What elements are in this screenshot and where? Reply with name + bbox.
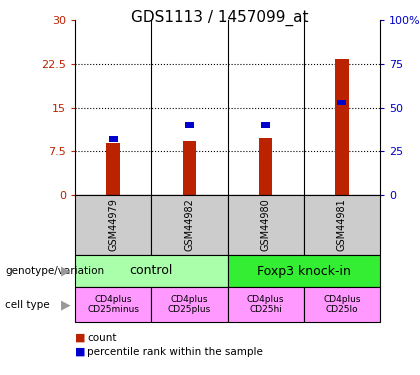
- Text: CD4plus
CD25plus: CD4plus CD25plus: [168, 295, 211, 314]
- Bar: [183, 141, 196, 195]
- Text: cell type: cell type: [5, 300, 50, 309]
- Text: GSM44980: GSM44980: [261, 199, 270, 251]
- Bar: [108, 136, 118, 142]
- Bar: [228, 287, 304, 322]
- Bar: [304, 287, 380, 322]
- Text: control: control: [129, 264, 173, 278]
- Bar: [75, 255, 228, 287]
- Text: count: count: [87, 333, 116, 343]
- Bar: [106, 142, 120, 195]
- Bar: [75, 287, 151, 322]
- Text: CD4plus
CD25hi: CD4plus CD25hi: [247, 295, 284, 314]
- Bar: [261, 122, 270, 128]
- Bar: [335, 59, 349, 195]
- Text: GSM44982: GSM44982: [184, 199, 194, 251]
- Text: ■: ■: [75, 347, 86, 357]
- Text: GDS1113 / 1457099_at: GDS1113 / 1457099_at: [131, 10, 309, 26]
- Text: ■: ■: [75, 333, 86, 343]
- Text: ▶: ▶: [61, 298, 71, 311]
- Text: percentile rank within the sample: percentile rank within the sample: [87, 347, 263, 357]
- Bar: [151, 287, 228, 322]
- Bar: [228, 195, 304, 255]
- Bar: [151, 195, 228, 255]
- Bar: [75, 195, 151, 255]
- Bar: [185, 122, 194, 128]
- Text: Foxp3 knock-in: Foxp3 knock-in: [257, 264, 351, 278]
- Bar: [337, 100, 346, 105]
- Text: CD4plus
CD25lo: CD4plus CD25lo: [323, 295, 361, 314]
- Text: genotype/variation: genotype/variation: [5, 266, 104, 276]
- Bar: [304, 195, 380, 255]
- Text: ▶: ▶: [61, 264, 71, 278]
- Text: CD4plus
CD25minus: CD4plus CD25minus: [87, 295, 139, 314]
- Text: GSM44979: GSM44979: [108, 199, 118, 251]
- Bar: [259, 138, 273, 195]
- Bar: [228, 255, 380, 287]
- Text: GSM44981: GSM44981: [337, 199, 347, 251]
